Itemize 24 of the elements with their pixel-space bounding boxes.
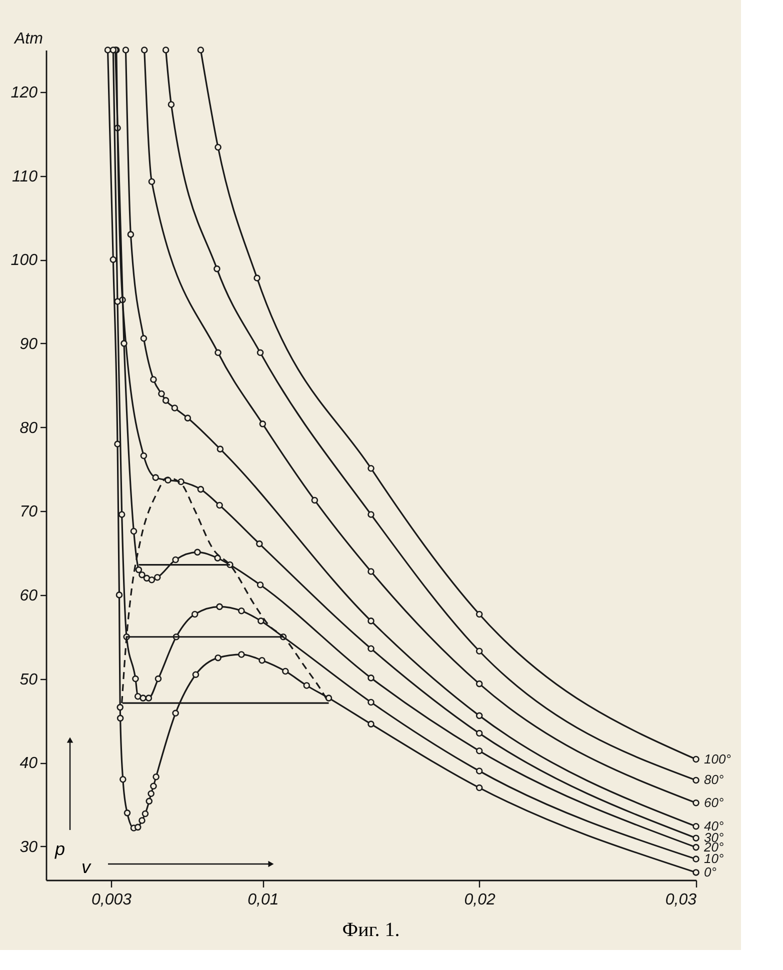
annotation: p <box>54 839 66 859</box>
series-label: 80° <box>704 772 724 788</box>
series-label: 60° <box>704 794 724 810</box>
y-tick-label: 30 <box>20 838 38 856</box>
y-axis-title: Atm <box>14 30 43 48</box>
series-label: 10° <box>704 851 724 866</box>
y-tick-label: 90 <box>20 336 38 353</box>
annotation: v <box>82 857 92 877</box>
y-tick-label: 100 <box>10 252 38 270</box>
y-tick-label: 60 <box>20 587 38 604</box>
x-tick-label: 0,03 <box>665 892 697 908</box>
series-label: 100° <box>704 751 731 766</box>
y-tick-label: 80 <box>20 420 38 437</box>
x-tick-label: 0,003 <box>91 892 132 908</box>
y-tick-label: 110 <box>12 168 38 186</box>
series-label: 0° <box>704 864 716 880</box>
y-tick-label: 120 <box>10 84 38 102</box>
text: Фиг. 1. <box>342 919 400 941</box>
y-tick-label: 40 <box>20 755 38 772</box>
y-tick-label: 70 <box>20 504 38 521</box>
x-tick-label: 0,02 <box>464 892 496 908</box>
series-label: 40° <box>704 818 724 834</box>
x-tick-label: 0,01 <box>248 892 279 908</box>
y-tick-label: 50 <box>20 671 38 688</box>
